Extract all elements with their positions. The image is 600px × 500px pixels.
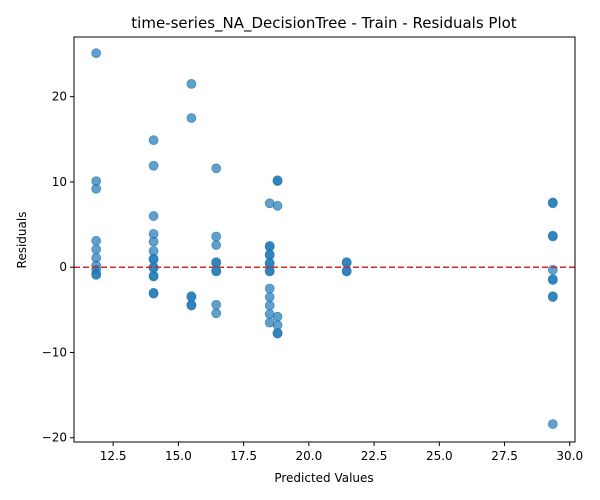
y-axis-ticks: −20 −10 0 10 20: [42, 90, 74, 445]
data-point: [91, 183, 102, 194]
data-point: [264, 292, 275, 302]
x-tick-label: 25.0: [426, 449, 453, 463]
data-point: [148, 211, 159, 221]
y-tick-label: −10: [42, 345, 67, 359]
data-point: [91, 244, 102, 255]
data-point: [211, 266, 222, 277]
x-tick-label: 30.0: [556, 449, 583, 463]
data-point: [91, 235, 102, 246]
data-point: [272, 176, 283, 186]
data-point: [186, 113, 197, 123]
data-point: [211, 308, 222, 319]
data-point: [547, 275, 558, 285]
x-tick-label: 12.5: [100, 449, 127, 463]
x-tick-label: 27.5: [491, 449, 518, 463]
x-axis-ticks: 12.5 15.0 17.5 20.0 22.5 25.0 27.5 30.0: [100, 442, 583, 463]
chart-title: time-series_NA_DecisionTree - Train - Re…: [131, 14, 517, 33]
data-point: [341, 266, 352, 277]
y-tick-label: 20: [52, 90, 67, 104]
x-axis-label: Predicted Values: [274, 471, 373, 485]
data-point: [148, 236, 159, 247]
x-tick-label: 17.5: [230, 449, 257, 463]
data-point: [148, 271, 159, 282]
data-point: [264, 283, 275, 294]
x-tick-label: 15.0: [165, 449, 192, 463]
y-tick-label: 0: [59, 260, 67, 274]
data-point: [211, 299, 222, 310]
data-point: [272, 311, 283, 322]
data-point: [148, 135, 159, 146]
x-tick-label: 22.5: [361, 449, 388, 463]
y-tick-label: −20: [42, 431, 67, 445]
data-point: [272, 328, 283, 339]
data-point: [186, 300, 197, 311]
data-point: [91, 269, 102, 280]
data-point: [264, 266, 275, 277]
data-point: [148, 160, 159, 171]
data-point: [547, 419, 558, 429]
data-point: [272, 200, 283, 211]
data-point: [547, 198, 558, 209]
data-point: [91, 48, 102, 59]
data-point: [547, 231, 558, 242]
data-point: [186, 78, 197, 89]
data-point: [211, 163, 222, 174]
data-point: [264, 300, 275, 311]
y-tick-label: 10: [52, 175, 67, 189]
x-tick-label: 20.0: [295, 449, 322, 463]
data-point: [211, 240, 222, 250]
y-axis-label: Residuals: [15, 212, 29, 269]
plot-border: [73, 36, 576, 443]
data-point: [211, 231, 222, 242]
data-point: [547, 292, 558, 302]
data-point: [148, 288, 159, 299]
scatter-points: [91, 48, 558, 429]
